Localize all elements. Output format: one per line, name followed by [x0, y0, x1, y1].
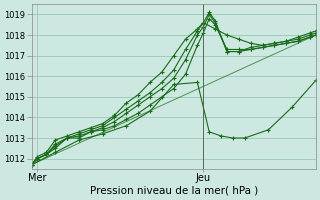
X-axis label: Pression niveau de la mer( hPa ): Pression niveau de la mer( hPa ) — [90, 186, 258, 196]
